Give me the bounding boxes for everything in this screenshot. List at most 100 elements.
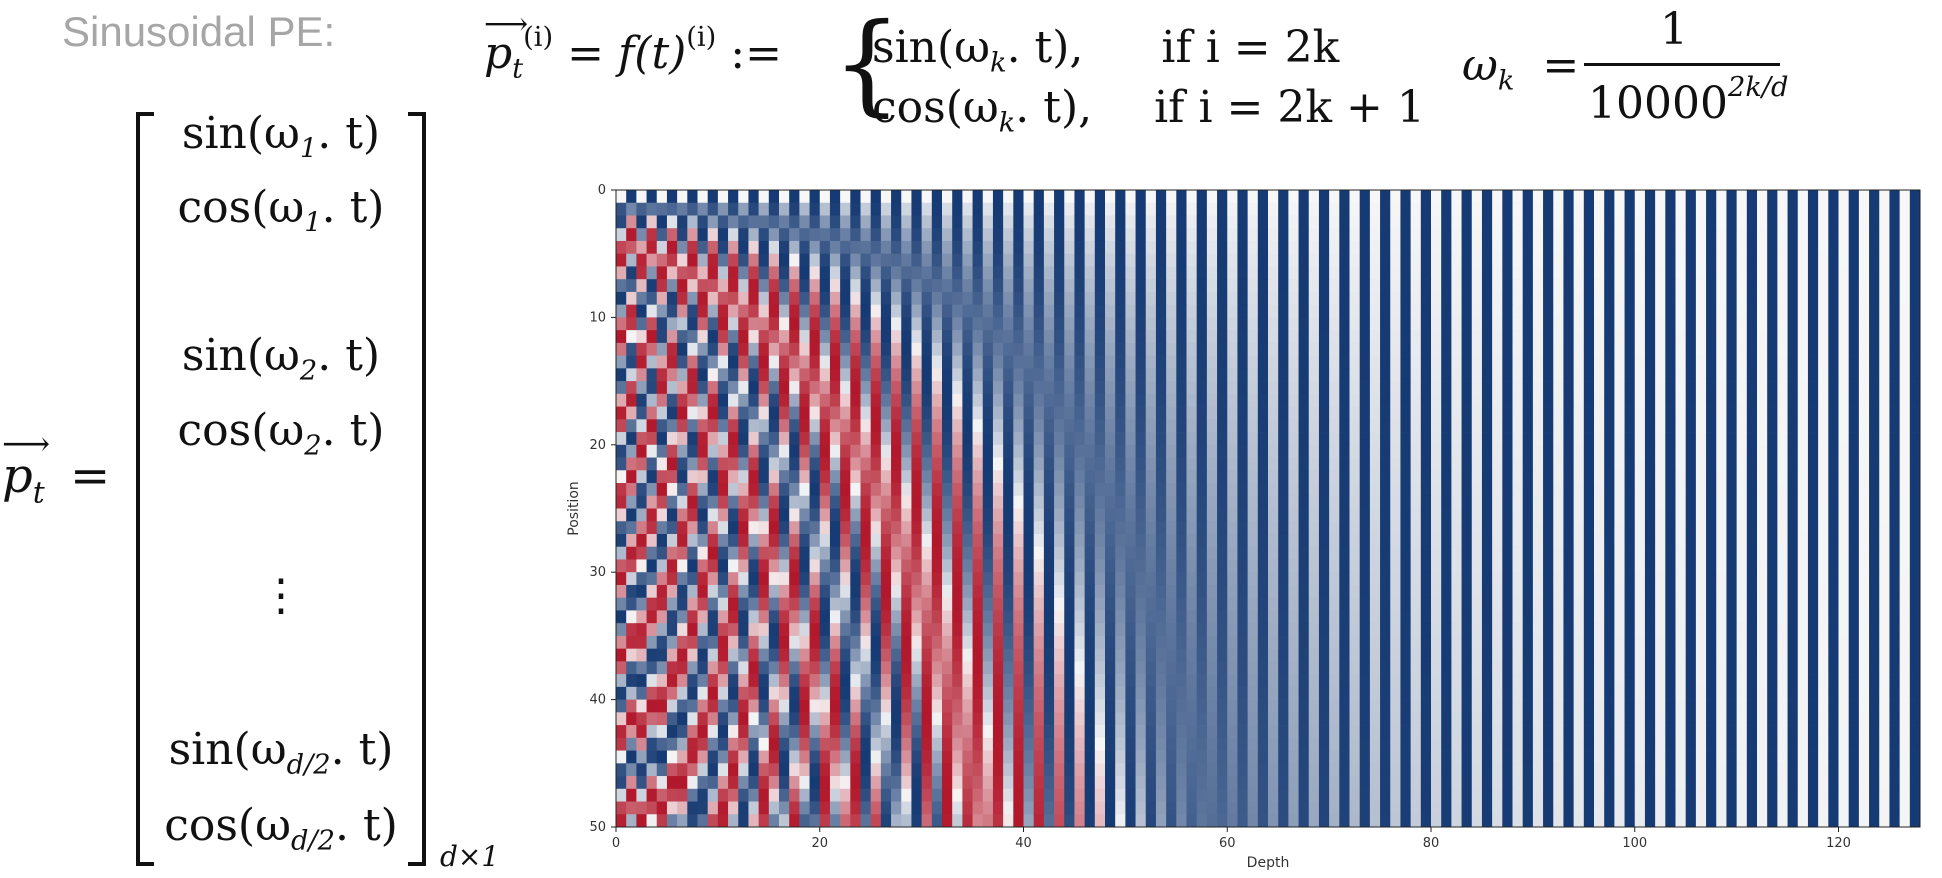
- heatmap-cell: [677, 635, 688, 649]
- heatmap-cell: [992, 190, 1004, 204]
- heatmap-cell: [1013, 584, 1024, 599]
- heatmap-cell: [1563, 317, 1574, 331]
- heatmap-cell: [1257, 381, 1269, 395]
- heatmap-cell: [1003, 444, 1014, 458]
- heatmap-cell: [952, 610, 963, 624]
- heatmap-cell: [687, 610, 698, 624]
- heatmap-cell: [1064, 393, 1075, 407]
- heatmap-cell: [1115, 393, 1126, 407]
- heatmap-cell: [1655, 406, 1666, 420]
- heatmap-cell: [1410, 572, 1422, 586]
- heatmap-cell: [911, 202, 922, 216]
- heatmap-cell: [901, 508, 912, 522]
- heatmap-cell: [1013, 253, 1024, 267]
- heatmap-cell: [1644, 483, 1656, 497]
- heatmap-cell: [911, 330, 922, 344]
- heatmap-cell: [819, 623, 831, 637]
- heatmap-cell: [677, 559, 688, 573]
- heatmap-cell: [1308, 457, 1320, 471]
- heatmap-cell: [738, 215, 749, 229]
- heatmap-cell: [921, 635, 933, 649]
- heatmap-cell: [1807, 432, 1819, 446]
- heatmap-cell: [921, 381, 933, 395]
- heatmap-cell: [1563, 495, 1574, 509]
- heatmap-cell: [1013, 291, 1024, 306]
- heatmap-cell: [666, 610, 678, 624]
- heatmap-cell: [911, 215, 922, 229]
- heatmap-cell: [1614, 572, 1625, 586]
- heatmap-cell: [1268, 559, 1279, 573]
- heatmap-cell: [697, 457, 709, 471]
- heatmap-cell: [707, 483, 719, 497]
- heatmap-cell: [1481, 228, 1493, 242]
- heatmap-cell: [1227, 240, 1238, 255]
- heatmap-cell: [1594, 279, 1605, 293]
- heatmap-cell: [1451, 572, 1462, 586]
- heatmap-cell: [1573, 330, 1585, 344]
- heatmap-cell: [860, 470, 872, 484]
- heatmap-cell: [1553, 202, 1564, 216]
- heatmap-cell: [992, 253, 1004, 267]
- heatmap-cell: [1359, 202, 1371, 216]
- heatmap-cell: [687, 444, 698, 458]
- heatmap-cell: [850, 228, 861, 242]
- heatmap-cell: [1502, 266, 1513, 280]
- heatmap-cell: [1176, 635, 1187, 649]
- heatmap-cell: [707, 368, 719, 382]
- heatmap-cell: [1807, 240, 1819, 255]
- heatmap-cell: [1400, 572, 1411, 586]
- heatmap-cell: [1899, 432, 1911, 446]
- heatmap-cell: [728, 521, 739, 535]
- heatmap-cell: [1726, 572, 1737, 586]
- heatmap-cell: [1237, 444, 1248, 458]
- heatmap-cell: [687, 279, 698, 293]
- heatmap-cell: [1227, 610, 1238, 624]
- heatmap-cell: [1685, 508, 1697, 522]
- heatmap-cell: [616, 572, 627, 586]
- heatmap-cell: [1583, 661, 1595, 675]
- heatmap-cell: [616, 266, 627, 280]
- heatmap-cell: [1003, 533, 1014, 548]
- heatmap-cell: [1604, 546, 1615, 560]
- heatmap-cell: [636, 521, 647, 535]
- heatmap-cell: [748, 457, 759, 471]
- heatmap-cell: [1074, 623, 1085, 637]
- heatmap-cell: [1757, 330, 1768, 344]
- heatmap-cell: [1899, 330, 1911, 344]
- heatmap-cell: [1115, 674, 1126, 688]
- heatmap-cell: [1227, 559, 1238, 573]
- heatmap-cell: [1797, 406, 1809, 420]
- heatmap-cell: [870, 393, 882, 407]
- heatmap-cell: [1247, 279, 1259, 293]
- heatmap-cell: [1543, 584, 1554, 599]
- heatmap-cell: [1675, 253, 1687, 267]
- omega-denominator: 100002k/d: [1588, 72, 1789, 129]
- heatmap-cell: [1043, 291, 1055, 306]
- heatmap-cell: [1339, 495, 1350, 509]
- heatmap-cell: [1237, 342, 1248, 356]
- heatmap-cell: [1787, 291, 1799, 306]
- heatmap-cell: [1736, 202, 1748, 216]
- heatmap-cell: [789, 648, 800, 662]
- heatmap-cell: [1543, 342, 1554, 356]
- heatmap-cell: [1339, 648, 1350, 662]
- heatmap-cell: [1155, 355, 1167, 369]
- heatmap-cell: [1644, 215, 1656, 229]
- heatmap-cell: [1257, 432, 1269, 446]
- heatmap-cell: [1166, 584, 1177, 599]
- heatmap-cell: [1033, 508, 1045, 522]
- heatmap-cell: [1206, 381, 1218, 395]
- heatmap-cell: [982, 546, 994, 560]
- heatmap-cell: [1512, 215, 1524, 229]
- heatmap-cell: [1369, 661, 1381, 675]
- heatmap-cell: [1043, 240, 1055, 255]
- heatmap-cell: [677, 584, 688, 599]
- heatmap-cell: [1644, 508, 1656, 522]
- heatmap-cell: [931, 457, 943, 471]
- heatmap-cell: [1553, 190, 1564, 204]
- heatmap-cell: [860, 444, 872, 458]
- heatmap-cell: [911, 432, 922, 446]
- heatmap-cell: [1573, 559, 1585, 573]
- heatmap-cell: [880, 215, 892, 229]
- heatmap-cell: [1797, 470, 1809, 484]
